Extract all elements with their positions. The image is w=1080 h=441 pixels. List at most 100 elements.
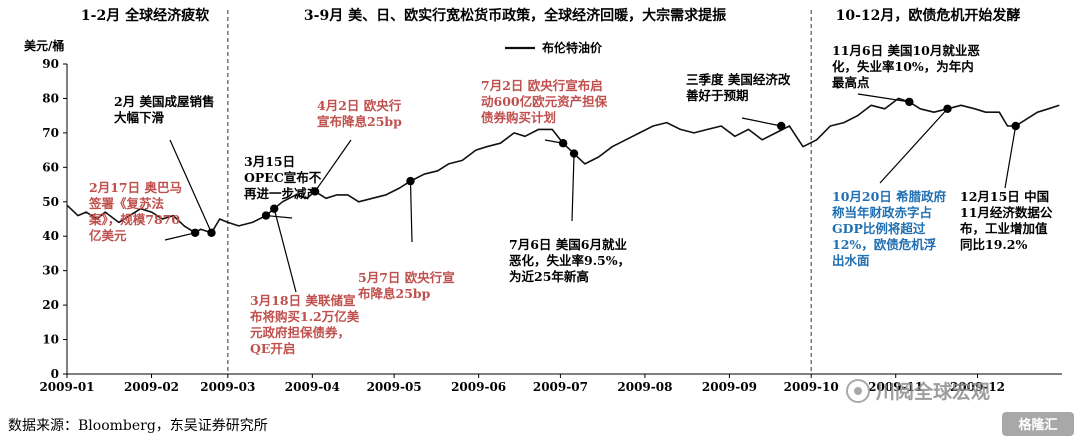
annotation-leader-line <box>164 232 196 241</box>
annotations-layer: 2月 美国成屋销售大幅下滑 2月17日 奥巴马签署《复苏法案》，规模7870 亿美元… <box>88 43 1053 356</box>
event-marker <box>310 187 320 196</box>
annotation-line: 元政府担保债券， <box>250 325 350 340</box>
annotation-line: 12月15日 中国 <box>960 189 1049 204</box>
annotation-text: 11月6日 美国10月就业恶化，失业率10%，为年内最高点 <box>832 43 980 90</box>
y-tick-label: 0 <box>51 367 59 381</box>
x-tick-label: 2009-07 <box>533 380 588 394</box>
event-marker <box>207 228 216 237</box>
annotation-line: 亿美元 <box>89 228 127 243</box>
annotation-text: 3月18日 美联储宣布将购买1.2万亿美元政府担保债券， QE开启 <box>250 293 360 356</box>
annotation-text: 3月15日 OPEC宣布不再进一步减产 <box>244 154 322 201</box>
annotation-line: 再进一步减产 <box>244 186 319 201</box>
watermark-text: 川阅全球宏观 <box>875 380 990 403</box>
annotation-line: 7月2日 欧央行宣布启 <box>481 78 603 93</box>
annotation-line: 恶化，失业率9.5%， <box>509 253 630 268</box>
event-marker <box>777 121 786 131</box>
phase-dividers <box>227 10 812 374</box>
event-marker <box>558 139 568 148</box>
annotation-line: 12%，欧债危机浮 <box>832 237 936 252</box>
y-tick-label: 40 <box>42 229 59 243</box>
annotation-line: 10月20日 希腊政府 <box>832 189 947 204</box>
annotation-line: 化，失业率10%，为年内 <box>832 59 974 74</box>
annotation-leader-line <box>879 108 948 184</box>
event-marker <box>905 97 914 107</box>
annotation-leader-line <box>857 93 910 103</box>
event-marker <box>261 211 271 220</box>
annotation-line: 同比19.2% <box>960 237 1027 252</box>
event-markers <box>190 97 1020 237</box>
x-tick-label: 2009-03 <box>200 380 255 394</box>
x-tick-label: 2009-10 <box>784 380 839 394</box>
annotation-text: 12月15日 中国 11月经济数据公布，工业增加值同比19.2% <box>960 189 1053 252</box>
y-tick-label: 90 <box>42 57 59 71</box>
annotation-line: 2月 美国成屋销售 <box>114 94 215 109</box>
watermark-badge-text: 格隆汇 <box>1018 417 1057 433</box>
annotation-text: 2月17日 奥巴马签署《复苏法案》，规模7870 亿美元 <box>88 180 182 243</box>
annotation-line: 4月2日 欧央行 <box>317 98 402 113</box>
annotation-line: 11月经济数据公 <box>960 205 1053 220</box>
annotation-line: 债券购买计划 <box>481 110 556 125</box>
annotation-leaders <box>164 93 1017 293</box>
annotation-leader-line <box>741 117 782 127</box>
annotation-line: QE开启 <box>250 341 295 356</box>
annotation-leader-line <box>314 139 352 192</box>
annotation-line: 3月15日 <box>244 154 295 169</box>
x-tick-label: 2009-11 <box>868 380 923 394</box>
annotation-line: 为近25年新高 <box>509 269 589 284</box>
annotation-line: 善好于预期 <box>686 88 749 103</box>
watermark: 川阅全球宏观 格隆汇 <box>846 379 1074 436</box>
annotation-leader-line <box>571 153 575 222</box>
annotation-text: 5月7日 欧央行宣布降息25bp <box>358 270 455 301</box>
y-tick-label: 70 <box>42 126 59 140</box>
annotation-line: 布将购买1.2万亿美 <box>250 309 360 324</box>
x-tick-label: 2009-05 <box>367 380 422 394</box>
event-marker <box>1011 121 1020 131</box>
annotation-line: 三季度 美国经济改 <box>686 72 791 87</box>
y-tick-label: 50 <box>42 195 59 209</box>
annotation-line: 2月17日 奥巴马 <box>89 180 182 195</box>
annotation-leader-line <box>1004 125 1017 189</box>
annotation-line: 案》，规模7870 <box>88 212 180 227</box>
annotation-text: 2月 美国成屋销售大幅下滑 <box>114 94 215 125</box>
annotation-text: 7月6日 美国6月就业恶化，失业率9.5%，为近25年新高 <box>509 237 630 284</box>
x-tick-label: 2009-12 <box>950 380 1005 394</box>
annotation-line: 动600亿欧元资产担保 <box>481 94 608 109</box>
annotation-line: 5月7日 欧央行宣 <box>358 270 455 285</box>
phase-title-3: 10-12月，欧债危机开始发酵 <box>836 7 1021 24</box>
watermark-badge-box <box>1002 412 1074 436</box>
annotation-line: 出水面 <box>832 253 870 268</box>
legend-label: 布伦特油价 <box>542 40 603 55</box>
annotation-line: 3月18日 美联储宣 <box>250 293 355 308</box>
event-marker <box>569 149 579 158</box>
annotation-line: 11月6日 美国10月就业恶 <box>832 43 980 58</box>
annotation-leader-line <box>265 214 293 219</box>
event-marker <box>190 228 200 237</box>
axes-layer: 0 10 20 30 40 50 60 70 80 90 2009-01 2009-02 2009-03… <box>39 57 1062 394</box>
event-marker <box>269 204 279 213</box>
watermark-logo-dot <box>854 387 862 395</box>
x-tick-label: 2009-06 <box>451 380 506 394</box>
x-tick-label: 2009-02 <box>124 380 179 394</box>
annotation-leader-line <box>409 181 413 243</box>
y-axis-label: 美元/桶 <box>24 38 64 53</box>
annotation-line: 宣布降息25bp <box>317 114 402 129</box>
annotation-line: 大幅下滑 <box>114 110 165 125</box>
x-tick-label: 2009-09 <box>702 380 757 394</box>
y-tick-label: 60 <box>42 160 59 174</box>
x-tick-label: 2009-04 <box>285 380 340 394</box>
x-tick-label: 2009-01 <box>39 380 94 394</box>
y-tick-label: 30 <box>42 264 59 278</box>
legend: 布伦特油价 <box>505 40 603 55</box>
source-note: 数据来源：Bloomberg，东吴证券研究所 <box>8 418 268 434</box>
annotation-line: 7月6日 美国6月就业 <box>509 237 627 252</box>
watermark-logo-icon <box>846 379 870 403</box>
y-tick-label: 20 <box>42 298 59 312</box>
annotation-leader-line <box>169 139 213 234</box>
annotation-text: 4月2日 欧央行宣布降息25bp <box>317 98 402 129</box>
annotation-text: 10月20日 希腊政府称当年财政赤字占 GDP比例将超过 12%，欧债危机浮出水面 <box>832 189 947 268</box>
event-marker <box>406 176 415 186</box>
event-marker <box>943 104 952 113</box>
annotation-line: 布降息25bp <box>358 286 431 301</box>
annotation-line: 最高点 <box>832 75 870 90</box>
